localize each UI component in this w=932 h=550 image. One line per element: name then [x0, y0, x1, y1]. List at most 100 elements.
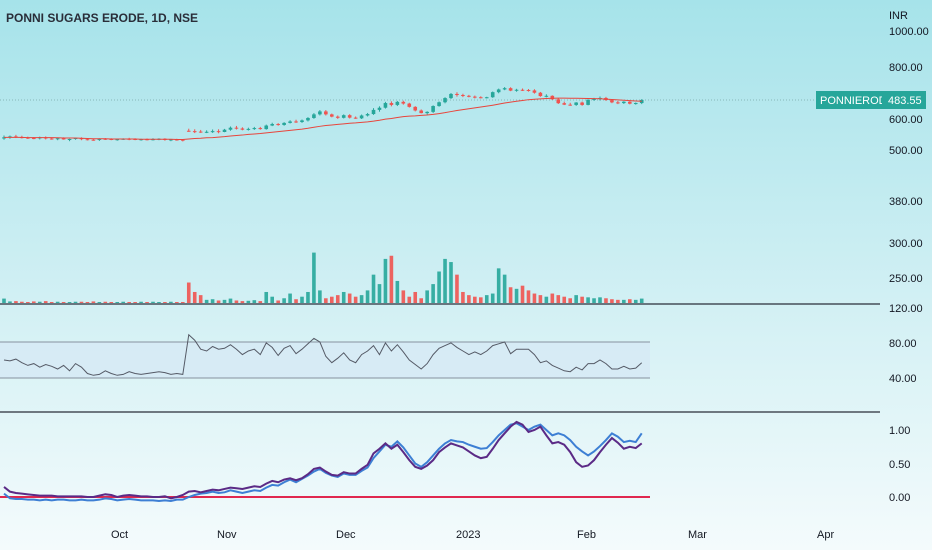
candle-body	[186, 130, 191, 132]
candle-body	[568, 104, 572, 106]
volume-bar	[103, 301, 108, 303]
volume-bar	[502, 274, 507, 303]
candle-body	[610, 100, 614, 103]
volume-bar	[610, 299, 614, 303]
volume-bar	[401, 290, 406, 303]
volume-bar	[377, 284, 382, 303]
volume-bar	[258, 301, 263, 303]
volume-bar	[139, 301, 143, 303]
volume-bar	[294, 299, 298, 303]
candle-body	[222, 129, 227, 132]
volume-bars	[2, 252, 644, 304]
candle-body	[300, 120, 304, 123]
volume-bar	[479, 297, 483, 303]
volume-bar	[169, 301, 173, 303]
price-tick: 380.00	[889, 196, 923, 208]
volume-bar	[282, 298, 286, 303]
volume-bar	[115, 302, 120, 303]
candle-body	[425, 111, 429, 114]
candle-body	[532, 90, 537, 93]
volume-bar	[37, 301, 42, 303]
candle-body	[97, 138, 102, 140]
volume-bar	[455, 274, 459, 303]
volume-bar	[157, 302, 161, 303]
volume-bar	[419, 298, 423, 303]
volume-bar	[359, 295, 364, 304]
candle-body	[294, 121, 298, 123]
volume-bar	[204, 299, 209, 303]
volume-bar	[43, 301, 48, 303]
candle-body	[490, 92, 495, 98]
volume-bar	[341, 291, 346, 304]
candle-body	[318, 111, 322, 115]
volume-bar	[26, 302, 30, 303]
candle-body	[228, 127, 233, 130]
candle-body	[502, 88, 507, 90]
candle-body	[115, 139, 120, 141]
candle-body	[592, 98, 596, 100]
candle-body	[622, 101, 626, 104]
candle-body	[246, 128, 251, 130]
currency-label: INR	[889, 10, 908, 22]
candle-body	[520, 89, 525, 91]
candle-body	[85, 139, 90, 141]
volume-bar	[228, 298, 233, 303]
candle-body	[484, 97, 489, 99]
volume-bar	[163, 302, 167, 303]
volume-bar	[395, 280, 400, 303]
candle-body	[443, 98, 447, 103]
candle-body	[508, 88, 513, 91]
candle-body	[264, 125, 269, 130]
candle-body	[383, 103, 388, 108]
candle-body	[32, 138, 36, 140]
candle-body	[467, 95, 471, 97]
oscillator-tick: 1.00	[889, 425, 910, 437]
candle-body	[574, 102, 578, 105]
time-tick: Dec	[336, 529, 356, 541]
candle-body	[252, 128, 257, 130]
candle-body	[359, 115, 364, 119]
candle-body	[49, 138, 54, 140]
volume-bar	[604, 298, 608, 303]
candle-body	[419, 110, 423, 114]
candle-body	[556, 99, 561, 104]
price-badge[interactable]: PONNIERODE 483.55	[816, 91, 926, 110]
volume-bar	[55, 301, 60, 303]
volume-bar	[562, 296, 567, 303]
candle-body	[353, 117, 358, 119]
candle-body	[347, 115, 352, 118]
volume-bar	[127, 302, 131, 303]
volume-bar	[145, 302, 149, 303]
volume-bar	[270, 296, 274, 303]
candle-body	[514, 89, 519, 91]
candle-body	[371, 109, 376, 115]
rsi-tick: 80.00	[889, 338, 917, 350]
price-tick: 600.00	[889, 114, 923, 126]
volume-bar	[335, 295, 340, 304]
volume-bar	[61, 302, 66, 303]
time-tick: Mar	[688, 529, 707, 541]
candle-body	[258, 128, 263, 130]
volume-bar	[616, 299, 620, 303]
volume-bar	[580, 296, 584, 303]
volume-bar	[288, 293, 292, 303]
volume-bar	[443, 258, 447, 303]
candle-body	[67, 138, 72, 140]
candle-body	[335, 116, 340, 118]
candle-body	[461, 94, 465, 96]
candle-body	[276, 124, 280, 126]
volume-bar	[97, 302, 102, 303]
volume-bar	[633, 299, 638, 303]
candle-body	[216, 131, 221, 133]
volume-bar	[324, 298, 328, 303]
candle-body	[181, 139, 185, 141]
time-tick: Nov	[217, 529, 237, 541]
volume-bar	[520, 285, 525, 303]
candle-body	[377, 107, 382, 110]
volume-bar	[556, 295, 561, 304]
volume-bar	[437, 271, 441, 303]
candle-body	[538, 92, 543, 97]
candle-body	[234, 127, 239, 129]
candle-body	[198, 131, 203, 133]
